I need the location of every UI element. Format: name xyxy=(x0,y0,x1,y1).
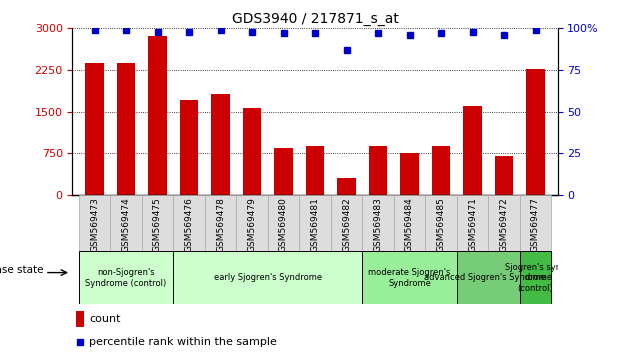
Bar xyxy=(142,195,173,251)
Text: GSM569485: GSM569485 xyxy=(437,198,445,252)
Text: count: count xyxy=(89,314,121,324)
Text: GSM569476: GSM569476 xyxy=(185,198,193,252)
Bar xyxy=(211,94,230,195)
Bar xyxy=(362,195,394,251)
Bar xyxy=(205,195,236,251)
Bar xyxy=(457,195,488,251)
Bar xyxy=(274,148,293,195)
Bar xyxy=(180,101,198,195)
Bar xyxy=(148,35,167,195)
Text: GSM569477: GSM569477 xyxy=(531,198,540,252)
Text: moderate Sjogren's
Syndrome: moderate Sjogren's Syndrome xyxy=(369,268,450,287)
Bar xyxy=(117,63,135,195)
Bar xyxy=(488,195,520,251)
Title: GDS3940 / 217871_s_at: GDS3940 / 217871_s_at xyxy=(232,12,398,26)
Bar xyxy=(369,147,387,195)
Bar xyxy=(85,63,104,195)
Bar xyxy=(299,195,331,251)
Text: GSM569482: GSM569482 xyxy=(342,198,351,252)
Text: non-Sjogren's
Syndrome (control): non-Sjogren's Syndrome (control) xyxy=(86,268,166,287)
Bar xyxy=(337,177,356,195)
Text: early Sjogren's Syndrome: early Sjogren's Syndrome xyxy=(214,273,322,282)
Bar xyxy=(463,106,482,195)
Bar xyxy=(520,251,551,304)
Bar xyxy=(173,195,205,251)
Bar xyxy=(495,156,513,195)
Text: GSM569478: GSM569478 xyxy=(216,198,225,252)
Bar xyxy=(173,251,362,304)
Text: percentile rank within the sample: percentile rank within the sample xyxy=(89,337,277,347)
Bar xyxy=(331,195,362,251)
Bar xyxy=(520,195,551,251)
Text: GSM569479: GSM569479 xyxy=(248,198,256,252)
Text: GSM569471: GSM569471 xyxy=(468,198,477,252)
Text: GSM569484: GSM569484 xyxy=(405,198,414,252)
Bar xyxy=(526,69,545,195)
Text: Sjogren's synd
rome
(control): Sjogren's synd rome (control) xyxy=(505,263,566,293)
Bar xyxy=(394,195,425,251)
Bar xyxy=(362,251,457,304)
Bar xyxy=(243,108,261,195)
Bar xyxy=(76,311,84,327)
Text: GSM569483: GSM569483 xyxy=(374,198,382,252)
Bar xyxy=(400,153,419,195)
Text: GSM569475: GSM569475 xyxy=(153,198,162,252)
Bar xyxy=(457,251,520,304)
Bar xyxy=(110,195,142,251)
Text: GSM569474: GSM569474 xyxy=(122,198,130,252)
Bar xyxy=(268,195,299,251)
Bar xyxy=(79,195,110,251)
Bar xyxy=(79,251,173,304)
Text: advanced Sjogren's Syndrome: advanced Sjogren's Syndrome xyxy=(424,273,553,282)
Text: GSM569472: GSM569472 xyxy=(500,198,508,252)
Text: GSM569481: GSM569481 xyxy=(311,198,319,252)
Bar xyxy=(236,195,268,251)
Text: GSM569473: GSM569473 xyxy=(90,198,99,252)
Text: GSM569480: GSM569480 xyxy=(279,198,288,252)
Text: disease state: disease state xyxy=(0,265,43,275)
Bar xyxy=(306,146,324,195)
Bar xyxy=(432,146,450,195)
Bar xyxy=(425,195,457,251)
